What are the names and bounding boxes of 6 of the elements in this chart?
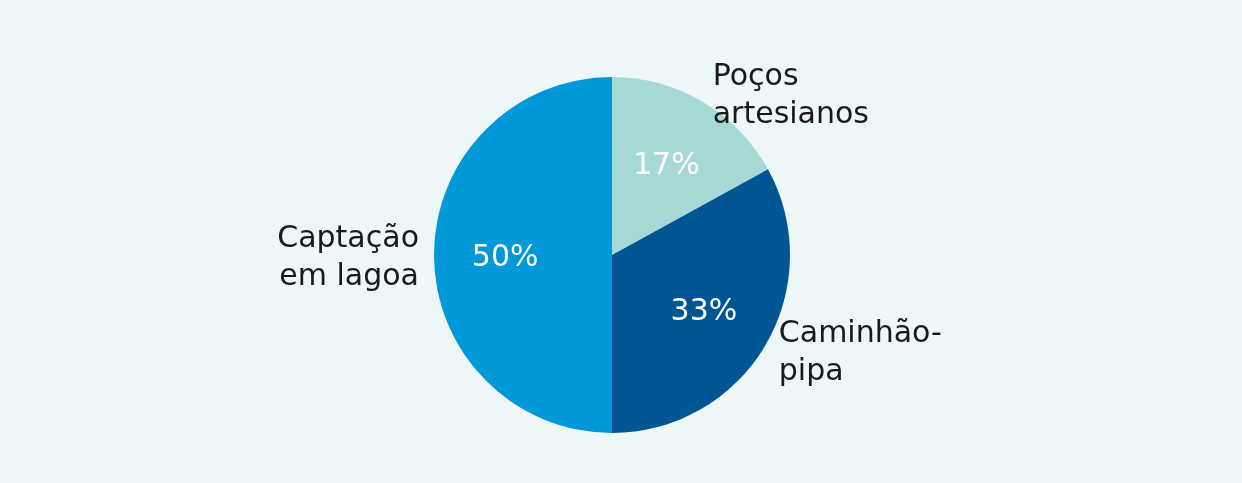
data-label: 17% (633, 145, 700, 181)
slice-label: Caminhão-pipa (778, 314, 942, 388)
slice-label: Captação em lagoa (277, 218, 419, 292)
data-label: 50% (471, 237, 539, 273)
data-label: 33% (670, 291, 738, 327)
slice-label: Poços artesianos (712, 56, 869, 130)
